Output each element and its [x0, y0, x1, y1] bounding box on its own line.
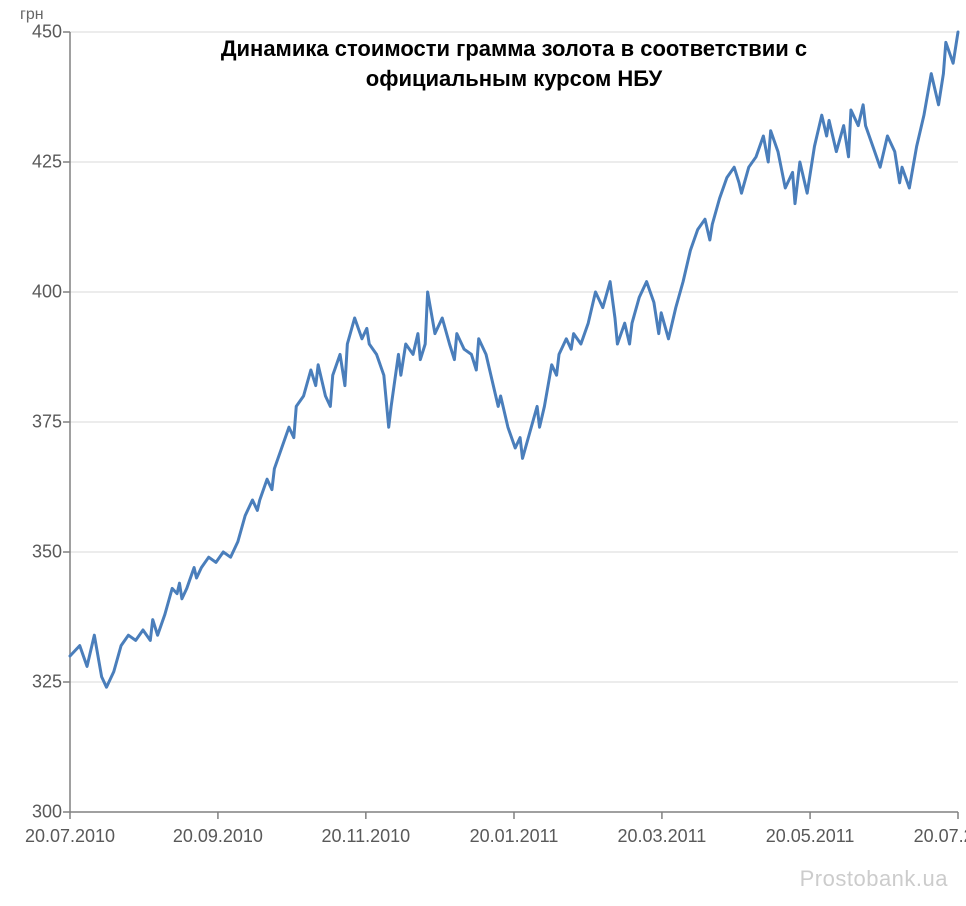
- x-tick-label: 20.05.2011: [766, 826, 855, 847]
- y-tick-label: 450: [12, 22, 62, 43]
- chart-title-line1: Динамика стоимости грамма золота в соотв…: [130, 34, 898, 64]
- chart-title: Динамика стоимости грамма золота в соотв…: [130, 34, 898, 93]
- x-tick-label: 20.03.2011: [618, 826, 707, 847]
- x-tick-label: 20.07.2010: [25, 826, 115, 847]
- y-tick-label: 400: [12, 282, 62, 303]
- chart-svg: [0, 0, 966, 906]
- y-tick-label: 425: [12, 152, 62, 173]
- y-tick-label: 375: [12, 412, 62, 433]
- chart-title-line2: официальным курсом НБУ: [130, 64, 898, 94]
- chart-container: грн Динамика стоимости грамма золота в с…: [0, 0, 966, 906]
- watermark: Prostobank.ua: [800, 866, 948, 892]
- y-tick-label: 350: [12, 542, 62, 563]
- y-tick-label: 300: [12, 802, 62, 823]
- x-tick-label: 20.07.2011: [914, 826, 966, 847]
- y-tick-label: 325: [12, 672, 62, 693]
- x-tick-label: 20.01.2011: [470, 826, 559, 847]
- x-tick-label: 20.11.2010: [321, 826, 410, 847]
- x-tick-label: 20.09.2010: [173, 826, 263, 847]
